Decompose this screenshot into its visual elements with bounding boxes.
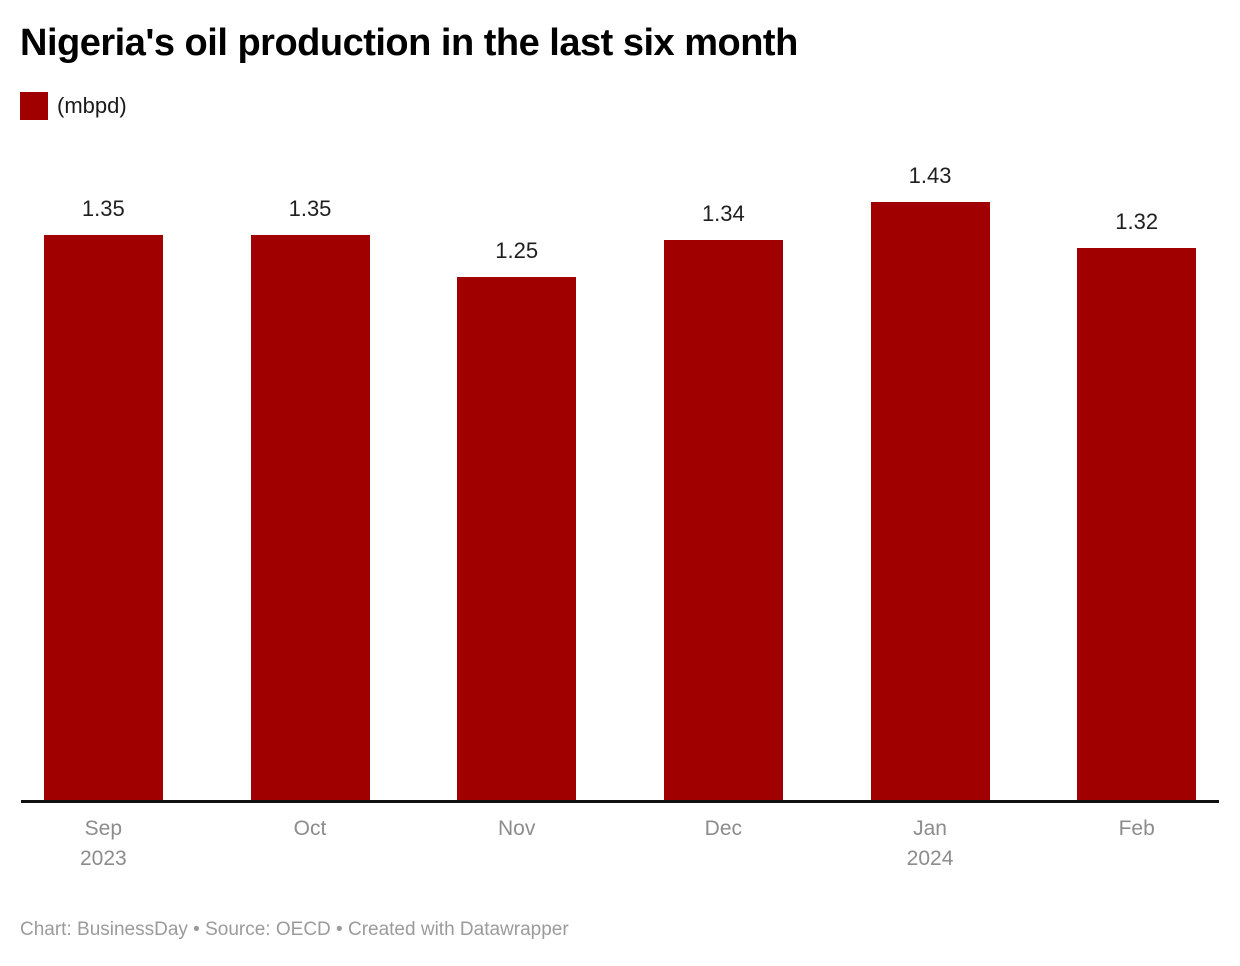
bar-value-label: 1.43 <box>908 163 952 188</box>
x-tick-line: Oct <box>293 817 327 840</box>
x-tick-line: Nov <box>498 817 536 840</box>
bar-column: 1.35 <box>0 160 207 800</box>
bar[interactable] <box>870 202 990 800</box>
bar-column: 1.34 <box>620 160 827 800</box>
bar[interactable] <box>457 277 577 800</box>
x-tick-label: Sep 2023 <box>0 814 207 874</box>
bar-value-label: 1.35 <box>81 196 125 222</box>
plot-area: 1.35 1.35 1.25 1.34 1.43 1.32 <box>0 160 1240 800</box>
bar-value-label: 1.34 <box>701 200 745 226</box>
bar-value-label: 1.35 <box>288 196 332 222</box>
bar-column: 1.35 <box>207 160 414 800</box>
x-tick-label: Dec <box>620 814 827 874</box>
legend-swatch <box>20 92 48 120</box>
x-tick-label: Jan 2024 <box>827 814 1034 874</box>
bar[interactable] <box>43 235 163 800</box>
legend-label: (mbpd) <box>57 93 127 118</box>
legend: (mbpd) <box>20 92 1240 120</box>
x-tick-line: Feb <box>1118 817 1155 840</box>
bar[interactable] <box>1077 248 1197 800</box>
x-axis-labels: Sep 2023 Oct Nov Dec Jan 2024 Feb <box>0 814 1240 874</box>
x-tick-line: Jan <box>913 817 947 840</box>
x-tick-line: Dec <box>704 817 743 840</box>
bar[interactable] <box>663 239 783 800</box>
bar-column: 1.25 <box>413 160 620 800</box>
x-tick-label: Feb <box>1033 814 1240 874</box>
x-tick-line: 2024 <box>906 847 954 870</box>
attribution: Chart: BusinessDay • Source: OECD • Crea… <box>20 919 569 940</box>
bar-value-label: 1.25 <box>495 238 539 264</box>
bar-value-label: 1.32 <box>1115 209 1159 234</box>
bar-column: 1.43 <box>827 160 1034 800</box>
x-tick-line: 2023 <box>79 847 127 870</box>
bar[interactable] <box>250 235 370 800</box>
x-tick-line: Sep <box>84 817 123 840</box>
bar-column: 1.32 <box>1033 160 1240 800</box>
chart-title: Nigeria's oil production in the last six… <box>20 22 798 64</box>
x-axis-line <box>21 800 1219 803</box>
x-tick-label: Oct <box>207 814 414 874</box>
x-tick-label: Nov <box>413 814 620 874</box>
